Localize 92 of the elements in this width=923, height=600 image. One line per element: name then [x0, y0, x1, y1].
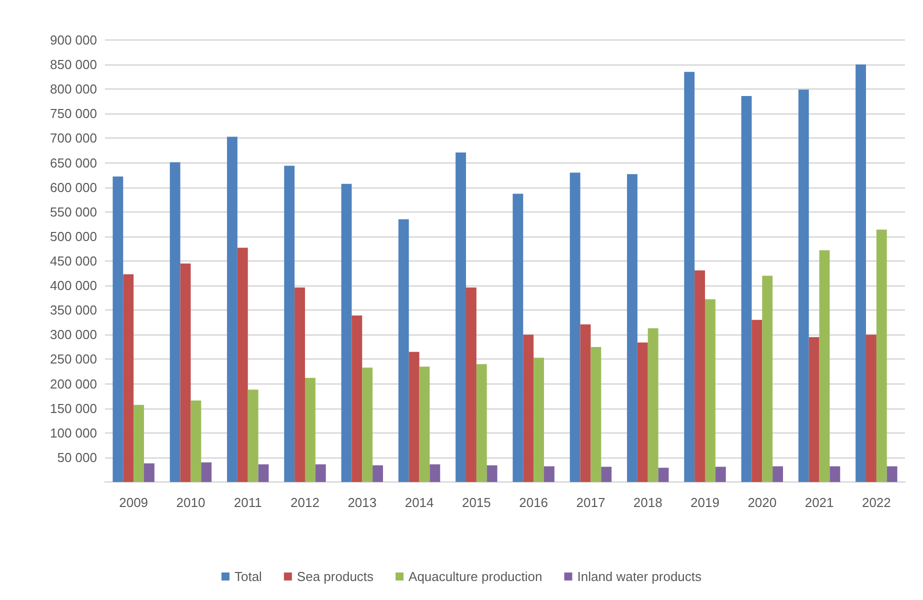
bar	[534, 358, 544, 482]
bar	[694, 270, 705, 482]
x-tick-label: 2010	[176, 495, 206, 510]
x-tick-label: 2022	[862, 495, 891, 510]
y-tick-label: 900 000	[50, 32, 97, 48]
bar	[408, 352, 420, 482]
bar	[819, 250, 830, 482]
bar	[305, 378, 316, 482]
x-tick-label: 2016	[519, 495, 548, 510]
x-tick-label: 2013	[348, 495, 377, 510]
bar	[180, 263, 191, 482]
bar	[341, 184, 352, 482]
bar	[258, 464, 269, 482]
bar	[201, 462, 212, 482]
x-tick-label: 2017	[576, 495, 606, 510]
x-tick-label: 2020	[748, 495, 777, 510]
bar	[570, 172, 580, 482]
bar	[430, 464, 440, 482]
legend-label: Aquaculture production	[408, 569, 542, 584]
bar	[398, 219, 409, 482]
legend-label: Sea products	[296, 569, 374, 584]
bar	[315, 464, 326, 482]
bar	[830, 466, 840, 482]
x-tick-label: 2015	[462, 495, 491, 510]
bar	[590, 346, 602, 482]
bar	[486, 465, 498, 482]
bar	[123, 274, 134, 482]
bar	[362, 368, 373, 482]
x-tick-label: 2021	[804, 495, 834, 510]
bar	[886, 466, 898, 482]
bar	[705, 299, 716, 482]
x-tick-label: 2018	[633, 495, 662, 510]
bar	[456, 152, 466, 482]
bar	[372, 465, 383, 482]
bar	[112, 176, 124, 482]
bar	[512, 194, 524, 482]
x-tick-label: 2014	[404, 495, 434, 510]
y-tick-label: 850 000	[50, 57, 97, 72]
y-tick-label: 200 000	[50, 376, 97, 392]
bar	[876, 230, 887, 482]
bar	[284, 166, 295, 482]
y-tick-label: 300 000	[50, 327, 97, 342]
bar	[248, 390, 258, 482]
x-tick-label: 2009	[119, 495, 148, 510]
bar	[294, 288, 305, 482]
bar	[190, 400, 202, 482]
y-tick-label: 50 000	[57, 450, 97, 465]
bar	[466, 288, 476, 482]
x-tick-label: 2019	[690, 495, 720, 510]
y-tick-label: 600 000	[50, 180, 97, 195]
bar	[523, 334, 534, 482]
y-tick-label: 100 000	[50, 425, 97, 440]
y-tick-label: 750 000	[50, 106, 97, 122]
bar	[627, 174, 638, 482]
y-tick-label: 800 000	[50, 82, 97, 97]
bar	[772, 466, 783, 482]
bar	[170, 162, 180, 482]
y-tick-label: 500 000	[50, 228, 97, 244]
y-tick-label: 650 000	[50, 155, 97, 170]
bar	[144, 463, 154, 482]
bar	[741, 96, 752, 482]
bar	[648, 328, 658, 482]
y-tick-label: 400 000	[50, 278, 97, 294]
bar	[419, 366, 430, 482]
x-tick-label: 2012	[290, 495, 320, 510]
y-tick-label: 550 000	[50, 204, 97, 220]
x-tick-label: 2011	[234, 495, 262, 510]
bar	[352, 316, 362, 482]
bar	[684, 72, 695, 482]
bar	[227, 136, 238, 482]
y-tick-label: 350 000	[50, 302, 97, 318]
y-tick-label: 150 000	[50, 400, 97, 416]
legend-label: Inland water products	[577, 569, 702, 584]
bar	[866, 334, 876, 482]
bar	[856, 64, 866, 482]
bar	[808, 337, 820, 482]
bar	[544, 466, 554, 482]
bar	[237, 248, 248, 482]
bar	[601, 466, 612, 482]
y-tick-label: 250 000	[50, 352, 97, 367]
y-tick-label: 700 000	[50, 130, 97, 146]
bar	[658, 468, 669, 482]
bar	[134, 404, 144, 482]
bar	[715, 466, 726, 482]
y-tick-label: 450 000	[50, 254, 97, 268]
bar	[476, 364, 487, 482]
bar	[762, 276, 773, 482]
legend-label: Total	[234, 569, 262, 584]
bar	[798, 90, 809, 482]
bar	[637, 342, 648, 482]
bar	[752, 320, 762, 482]
bar	[580, 324, 591, 482]
